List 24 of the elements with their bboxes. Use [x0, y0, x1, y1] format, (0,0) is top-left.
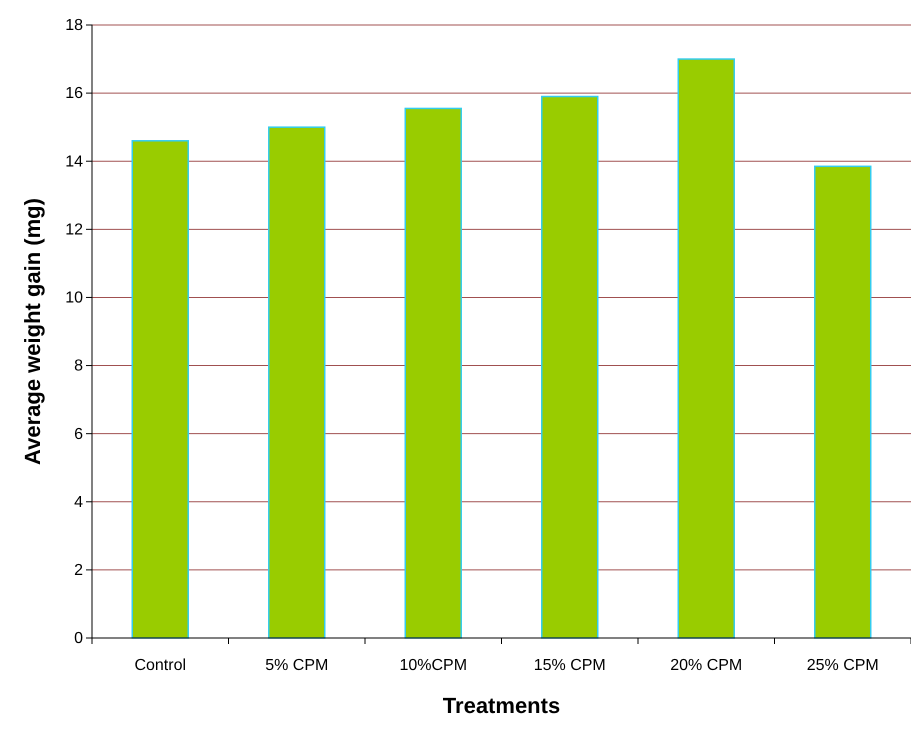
x-tick-label: 25% CPM: [806, 657, 879, 674]
bar: [404, 108, 462, 639]
bar: [132, 140, 189, 639]
y-tick-label: 14: [65, 153, 84, 170]
y-tick-label: 16: [65, 85, 84, 102]
x-tick-label: 20% CPM: [670, 657, 742, 674]
y-tick-label: 8: [74, 358, 84, 375]
x-axis-title: Treatments: [442, 693, 560, 718]
bar: [814, 166, 872, 639]
x-tick-label: 10%CPM: [399, 657, 468, 674]
y-axis-title: Average weight gain (mg): [20, 198, 45, 465]
y-tick-label: 6: [74, 426, 84, 443]
y-tick-label: 18: [65, 17, 84, 34]
bar: [541, 96, 598, 639]
bar: [268, 126, 326, 639]
y-tick-label: 2: [74, 562, 84, 580]
y-tick-label: 0: [74, 630, 84, 648]
y-tick-label: 12: [65, 221, 84, 238]
bar: [678, 58, 735, 639]
x-tick-label: 15% CPM: [534, 657, 606, 674]
y-tick-label: 4: [74, 494, 84, 511]
x-tick-label: Control: [134, 657, 186, 674]
y-tick-label: 10: [65, 290, 84, 307]
x-tick-label: 5% CPM: [265, 657, 328, 674]
